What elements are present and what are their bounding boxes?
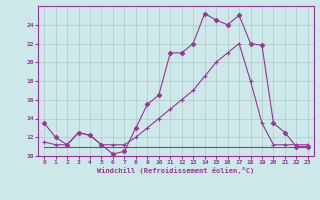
X-axis label: Windchill (Refroidissement éolien,°C): Windchill (Refroidissement éolien,°C) [97, 167, 255, 174]
